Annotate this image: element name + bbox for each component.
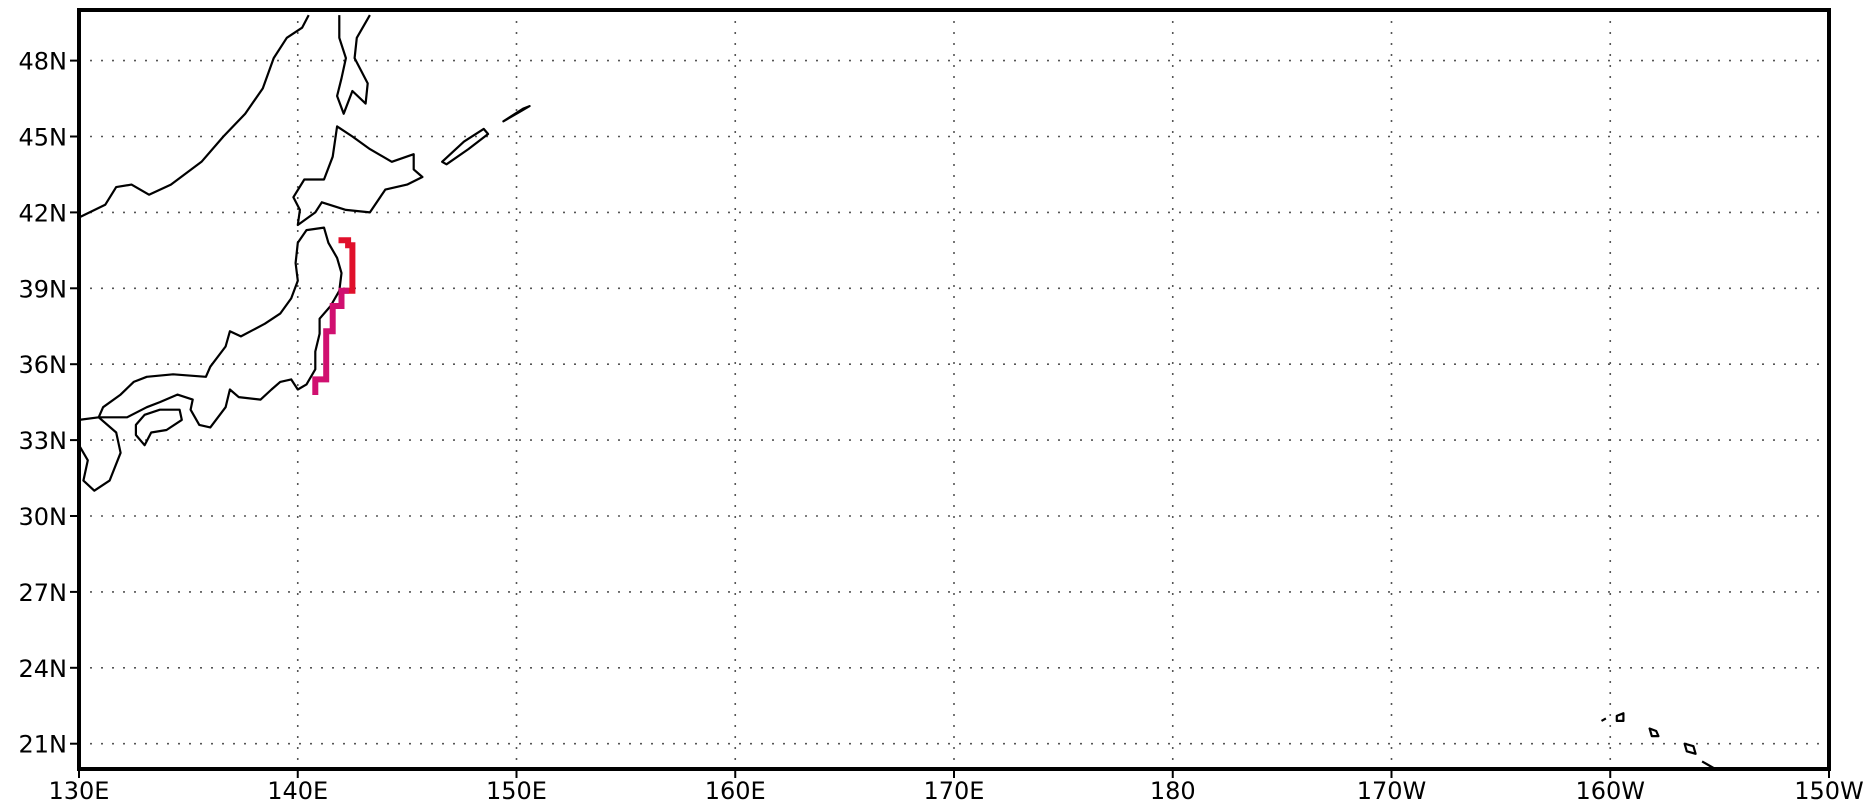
y-tick-label: 21N [19,731,68,759]
hokkaido-coast [292,125,424,227]
y-tick-label: 36N [19,351,68,379]
hawaii-oahu [1648,727,1660,738]
axis-ticks [70,59,1830,778]
map-frame [77,8,1831,771]
gridlines [79,10,1829,769]
y-tick-label: 27N [19,579,68,607]
y-tick-label: 33N [19,427,68,455]
kyushu-coast [77,416,122,492]
x-tick-label: 180 [1150,777,1196,805]
shikoku-coast [134,408,183,447]
sakhalin-coast [336,14,371,115]
asia-mainland-coast [78,14,310,219]
kuril-island-1 [441,127,490,166]
tsunami-trace-north [338,237,356,294]
hawaii-niihau [1600,717,1607,722]
x-tick-label: 150W [1794,777,1864,805]
x-tick-label: 150E [486,777,547,805]
honshu-coast [97,226,343,429]
y-tick-label: 39N [19,275,68,303]
y-tick-label: 24N [19,655,68,683]
x-tick-label: 170W [1357,777,1427,805]
axis-labels: 130E 140E 150E 160E 170E 180 170W 160W 150W 48N 45… [19,48,1864,805]
y-tick-label: 45N [19,124,68,152]
tsunami-trace-south [312,287,349,395]
y-tick-label: 42N [19,199,68,227]
y-tick-label: 30N [19,503,68,531]
coastlines [77,14,1716,770]
hawaii-kauai [1615,712,1625,723]
x-tick-label: 140E [267,777,328,805]
x-tick-label: 130E [49,777,110,805]
x-tick-label: 160W [1575,777,1645,805]
hawaii-maui [1683,742,1697,755]
y-tick-label: 48N [19,48,68,76]
kuril-island-2 [502,104,531,123]
x-tick-label: 170E [924,777,985,805]
x-tick-label: 160E [705,777,766,805]
overlay-traces [312,237,356,395]
